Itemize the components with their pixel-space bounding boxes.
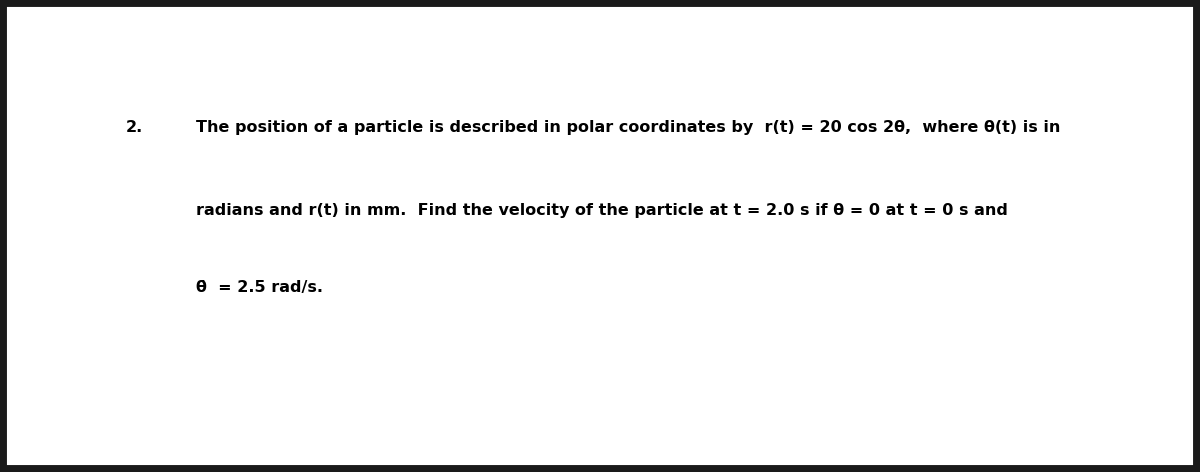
Text: The position of a particle is described in polar coordinates by  r(t) = 20 cos 2: The position of a particle is described … — [196, 120, 1060, 135]
Text: 2.: 2. — [126, 120, 143, 135]
Text: radians and r(t) in mm.  Find the velocity of the particle at t = 2.0 s if θ = 0: radians and r(t) in mm. Find the velocit… — [196, 202, 1008, 218]
Text: θ̇  = 2.5 rad/s.: θ̇ = 2.5 rad/s. — [196, 280, 323, 295]
